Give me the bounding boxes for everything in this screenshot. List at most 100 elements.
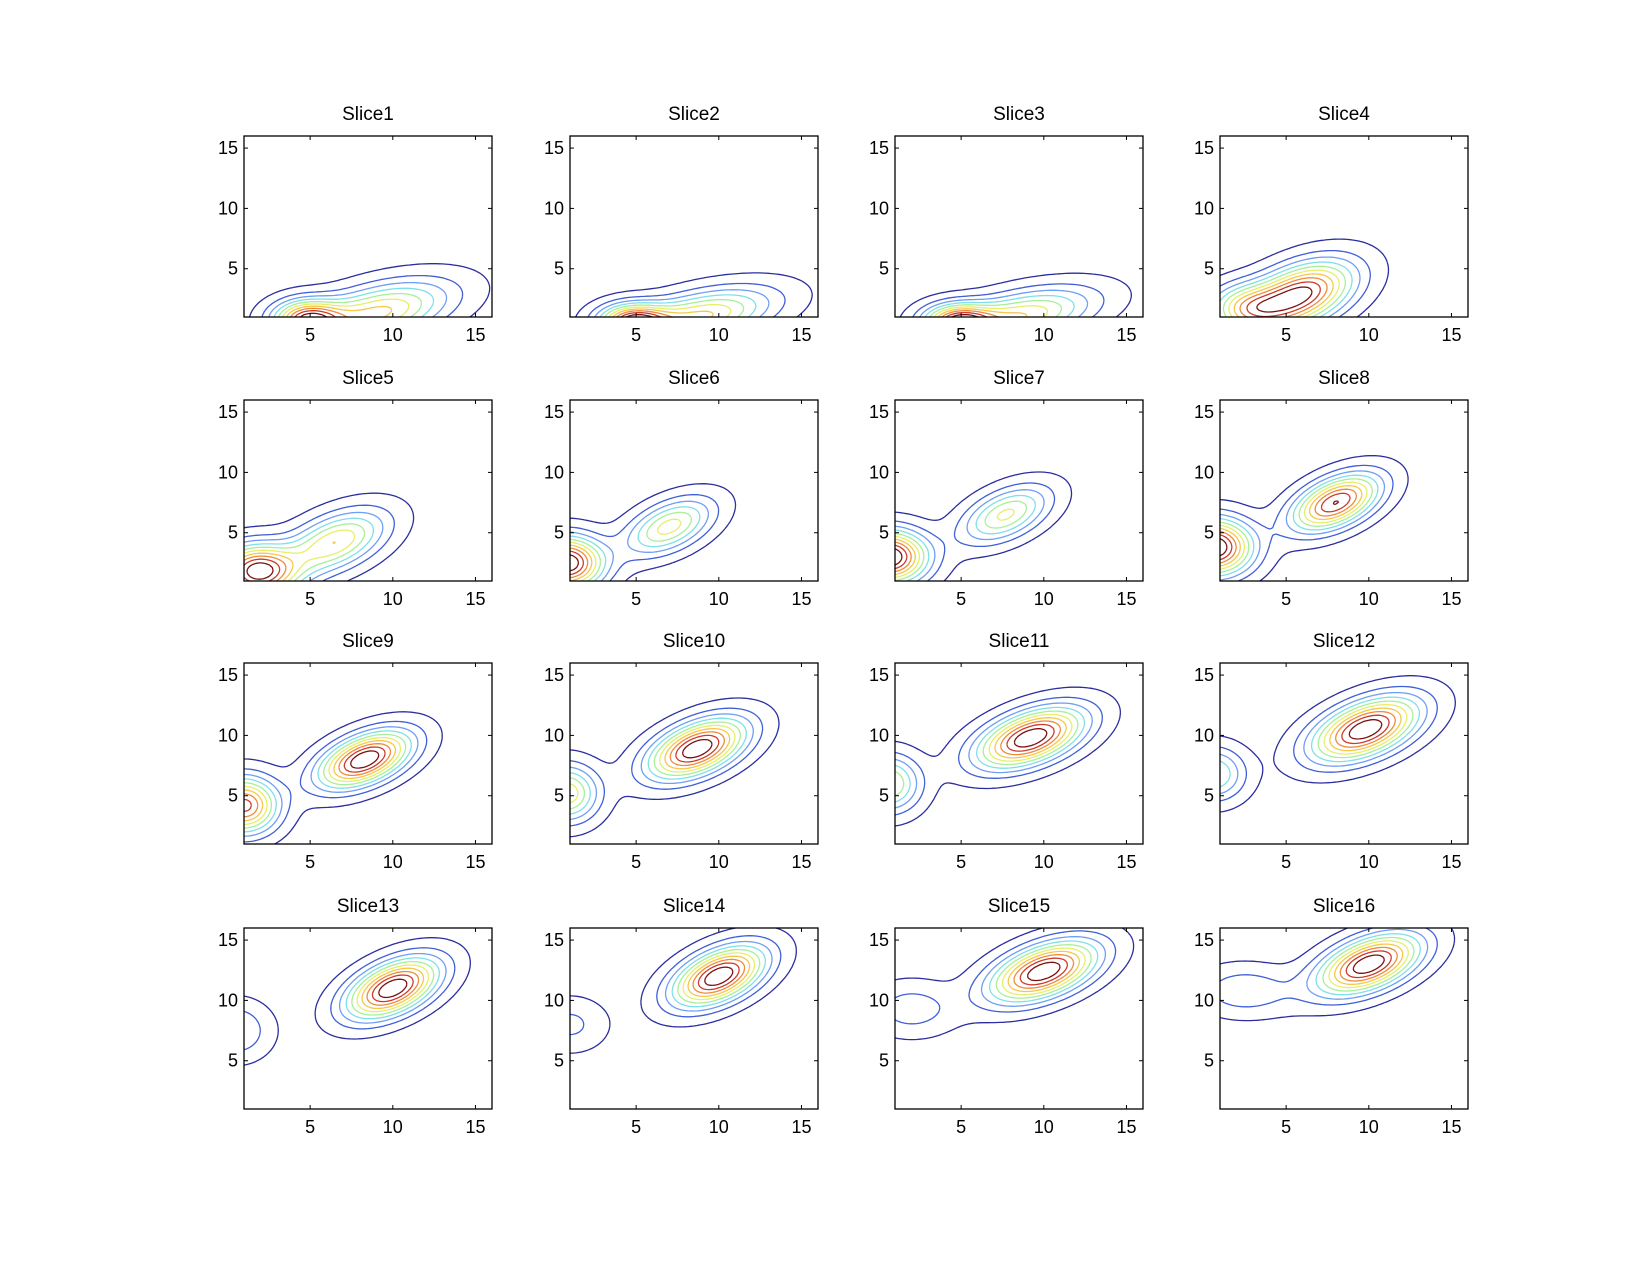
y-tick-label: 15 (218, 138, 238, 158)
y-tick-label: 15 (1194, 138, 1214, 158)
contour-level-9 (244, 746, 386, 813)
y-tick-label: 10 (544, 725, 564, 745)
contour-level-9 (1019, 957, 1069, 986)
x-tick-label: 10 (709, 1117, 729, 1137)
y-tick-label: 15 (218, 402, 238, 422)
contour-level-3 (570, 713, 754, 821)
contour-level-1 (899, 272, 1132, 317)
y-tick-label: 5 (228, 1051, 238, 1071)
subplot-title: Slice3 (993, 104, 1045, 125)
contour-lines (244, 492, 415, 581)
x-tick-label: 15 (465, 1117, 485, 1137)
x-tick-label: 15 (1441, 589, 1461, 609)
y-tick-label: 15 (869, 138, 889, 158)
contour-level-5 (895, 710, 1079, 797)
contour-lines (248, 263, 491, 317)
x-tick-label: 10 (383, 589, 403, 609)
subplot-title: Slice15 (988, 896, 1050, 917)
contour-level-7 (244, 739, 397, 822)
y-tick-label: 5 (879, 1051, 889, 1071)
subplot-1: Slice1 5 10 15 5 10 15 (218, 104, 493, 345)
contour-level-9 (570, 550, 585, 576)
contour-level-10 (1013, 728, 1048, 748)
contour-level-10 (1256, 286, 1313, 313)
x-tick-label: 15 (1441, 1117, 1461, 1137)
contour-level-9 (371, 974, 414, 1003)
x-tick-label: 5 (956, 852, 966, 872)
subplot-4: Slice4 5 10 15 5 10 15 (1194, 104, 1469, 345)
x-tick-label: 5 (956, 1117, 966, 1137)
subplot-title: Slice9 (342, 631, 394, 652)
contour-level-6 (356, 964, 430, 1013)
contour-level-8 (290, 307, 348, 317)
contour-level-4 (345, 957, 441, 1020)
axes-frame (569, 662, 819, 845)
y-tick-label: 15 (869, 930, 889, 950)
x-tick-label: 5 (631, 852, 641, 872)
subplot-14: Slice14 5 10 15 5 10 15 (544, 896, 819, 1137)
contour-level-8 (692, 958, 746, 994)
subplot-3: Slice3 5 10 15 5 10 15 (869, 104, 1144, 345)
contour-lines (899, 272, 1132, 317)
contour-level-3 (895, 489, 1045, 581)
subplot-title: Slice8 (1318, 368, 1370, 389)
contour-level-9 (697, 962, 740, 991)
contour-lines (244, 711, 443, 844)
x-tick-label: 10 (1034, 1117, 1054, 1137)
axes-frame (243, 927, 493, 1110)
contour-level-8 (1000, 720, 1062, 756)
contour-level-3 (1220, 256, 1361, 317)
y-tick-label: 15 (544, 665, 564, 685)
contour-level-9 (1345, 950, 1392, 979)
contour-level-4 (988, 940, 1099, 1003)
contour-level-5 (244, 523, 366, 581)
contour-lines (895, 471, 1073, 581)
contour-level-1 (1220, 675, 1456, 813)
y-tick-label: 10 (544, 198, 564, 218)
x-tick-label: 15 (465, 325, 485, 345)
contour-lines (244, 937, 471, 1066)
contour-level-5 (244, 733, 407, 829)
contour-lines (575, 272, 813, 317)
subplot-8: Slice8 5 10 15 5 10 15 (1194, 368, 1469, 609)
contour-level-6 (895, 508, 1015, 579)
x-tick-label: 10 (1034, 589, 1054, 609)
y-tick-label: 15 (1194, 402, 1214, 422)
y-tick-label: 15 (544, 930, 564, 950)
contour-level-10 (378, 978, 408, 999)
y-tick-label: 15 (1194, 665, 1214, 685)
y-tick-label: 5 (554, 786, 564, 806)
y-tick-label: 10 (869, 990, 889, 1010)
x-tick-label: 10 (709, 852, 729, 872)
x-tick-label: 5 (956, 325, 966, 345)
contour-level-4 (895, 706, 1086, 803)
contour-level-4 (244, 517, 375, 581)
x-tick-label: 10 (383, 852, 403, 872)
subplot-title: Slice16 (1313, 896, 1375, 917)
contour-lines (1220, 928, 1456, 1022)
subplot-15: Slice15 5 10 15 5 10 15 (869, 896, 1144, 1137)
contour-lines (570, 697, 780, 838)
contour-level-8 (244, 743, 392, 818)
contour-level-7 (1329, 707, 1402, 752)
x-tick-label: 10 (709, 589, 729, 609)
contour-lines (570, 928, 797, 1054)
x-tick-label: 15 (791, 852, 811, 872)
contour-level-1 (244, 492, 415, 581)
x-tick-label: 15 (1441, 325, 1461, 345)
contour-level-6 (244, 529, 356, 581)
subplot-title: Slice2 (668, 104, 720, 125)
x-tick-label: 15 (1116, 325, 1136, 345)
contour-level-1 (1220, 238, 1390, 317)
axes-frame (894, 927, 1144, 1110)
axes-frame (894, 135, 1144, 318)
axes-frame (243, 399, 493, 582)
contour-level-8 (570, 547, 589, 579)
contour-level-1 (895, 928, 1135, 1041)
subplot-10: Slice10 5 10 15 5 10 15 (544, 631, 819, 872)
x-tick-label: 15 (791, 1117, 811, 1137)
contour-level-6 (608, 303, 732, 317)
x-tick-label: 15 (791, 589, 811, 609)
y-tick-label: 15 (218, 930, 238, 950)
contour-level-8 (1239, 277, 1328, 317)
